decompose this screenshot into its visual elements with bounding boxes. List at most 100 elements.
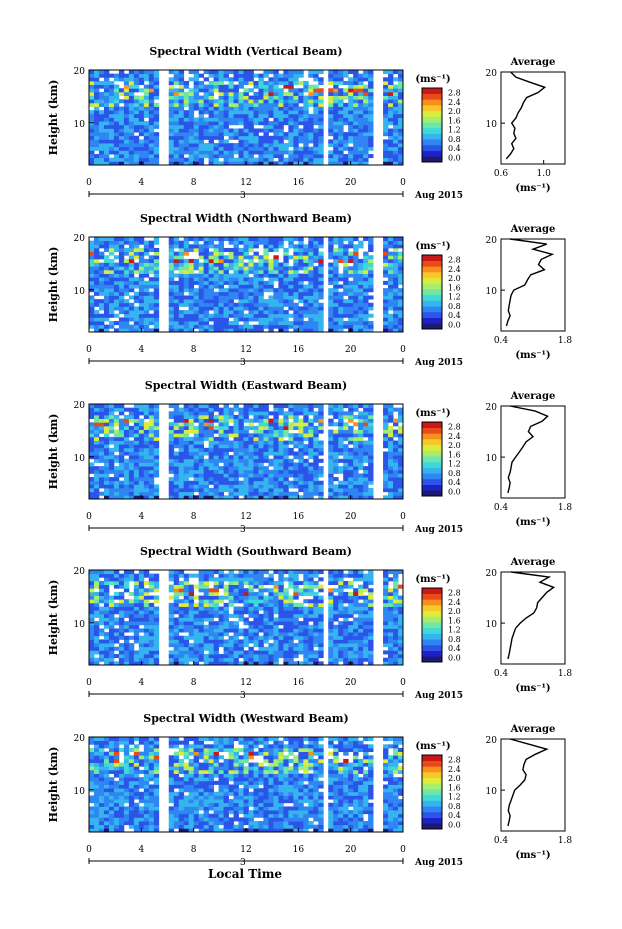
heatmap-cell [273, 654, 279, 659]
heatmap-cell [208, 491, 214, 496]
heatmap-cell [283, 299, 289, 304]
heatmap-cell [118, 444, 125, 449]
heatmap-cell [338, 425, 344, 430]
heatmap-cell [193, 650, 200, 655]
heatmap-cell [198, 433, 205, 438]
heatmap-cell [148, 632, 155, 637]
heatmap-cell [338, 646, 344, 651]
heatmap-cell [89, 447, 95, 452]
heatmap-cell [273, 480, 279, 485]
heatmap-cell [98, 404, 105, 409]
heatmap-cell [358, 433, 364, 438]
heatmap-cell [108, 258, 115, 263]
heatmap-cell [118, 469, 125, 474]
heatmap-cell [103, 99, 110, 104]
heatmap-cell [303, 88, 309, 93]
heatmap-cell [338, 484, 344, 489]
heatmap-cell [253, 273, 259, 278]
heatmap-cell [248, 95, 254, 100]
heatmap-cell [138, 132, 145, 137]
heatmap-cell [298, 440, 304, 445]
heatmap-cell [358, 240, 364, 245]
heatmap-cell [388, 91, 394, 96]
heatmap-cell [98, 135, 105, 140]
heatmap-cell [103, 621, 110, 626]
heatmap-cell [333, 617, 339, 622]
heatmap-cell [398, 102, 404, 107]
x-tick-label: 4 [138, 512, 144, 522]
heatmap-cell [98, 99, 105, 104]
heatmap-cell [228, 266, 234, 271]
heatmap-cell [303, 418, 309, 423]
heatmap-cell [143, 247, 150, 253]
heatmap-cell [343, 161, 349, 166]
heatmap-cell [268, 99, 274, 104]
heatmap-cell [253, 255, 259, 260]
heatmap-cell [198, 102, 205, 107]
heatmap-cell [183, 299, 190, 304]
heatmap-cell [113, 84, 120, 89]
heatmap-cell [213, 110, 219, 115]
colorbar-segment [422, 277, 442, 284]
heatmap-cell [388, 491, 394, 496]
heatmap-cell [388, 324, 394, 329]
heatmap-cell [328, 299, 334, 304]
heatmap-cell [363, 291, 369, 296]
heatmap-cell [218, 277, 224, 282]
heatmap-cell [148, 414, 155, 420]
heatmap-cell [93, 328, 100, 333]
heatmap-cell [248, 484, 254, 489]
heatmap-cell [89, 657, 95, 662]
heatmap-cell [283, 643, 289, 648]
heatmap-cell [233, 310, 239, 315]
heatmap-cell [298, 436, 304, 441]
heatmap-cell [93, 411, 100, 416]
heatmap-cell [193, 480, 200, 485]
heatmap-cell [178, 407, 185, 412]
heatmap-cell [308, 295, 314, 300]
heatmap-cell [368, 262, 374, 267]
heatmap-cell [398, 411, 404, 416]
heatmap-cell [178, 466, 185, 471]
heatmap-cell [208, 440, 214, 445]
heatmap-cell [253, 328, 259, 333]
heatmap-cell [238, 407, 244, 412]
x-tick-label: 20 [345, 512, 357, 522]
heatmap-cell [343, 484, 349, 489]
heatmap-cell [223, 425, 229, 430]
heatmap-cell [113, 139, 120, 144]
heatmap-cell [258, 477, 264, 482]
heatmap-cell [233, 491, 239, 496]
heatmap-cell [398, 73, 404, 78]
heatmap-cell [398, 237, 404, 242]
heatmap-cell [168, 422, 175, 427]
heatmap-cell [98, 466, 105, 471]
heatmap-cell [168, 436, 175, 441]
heatmap-cell [368, 447, 374, 452]
heatmap-cell [358, 77, 364, 82]
heatmap-cell [93, 128, 100, 133]
heatmap-cell [258, 273, 264, 278]
beam-panel: Spectral Width (Eastward Beam)1020Height… [47, 379, 572, 535]
heatmap-cell [128, 255, 135, 260]
heatmap-cell [188, 150, 195, 155]
heatmap-cell [238, 139, 244, 144]
heatmap-cell [143, 77, 150, 82]
heatmap-cell [288, 621, 294, 626]
heatmap-cell [243, 654, 249, 659]
heatmap-cell [218, 654, 224, 659]
heatmap-cell [98, 102, 105, 107]
heatmap-cell [178, 273, 185, 278]
heatmap-cell [208, 244, 214, 249]
heatmap-cell [193, 313, 200, 318]
heatmap-cell [113, 328, 120, 333]
heatmap-cell [358, 440, 364, 445]
heatmap-cell [348, 451, 354, 456]
heatmap-cell [148, 70, 155, 75]
heatmap-cell [333, 306, 339, 311]
heatmap-cell [368, 240, 374, 245]
heatmap-cell [303, 617, 309, 622]
heatmap-cell [233, 484, 239, 489]
heatmap-cell [173, 146, 180, 151]
heatmap-cell [383, 661, 389, 666]
